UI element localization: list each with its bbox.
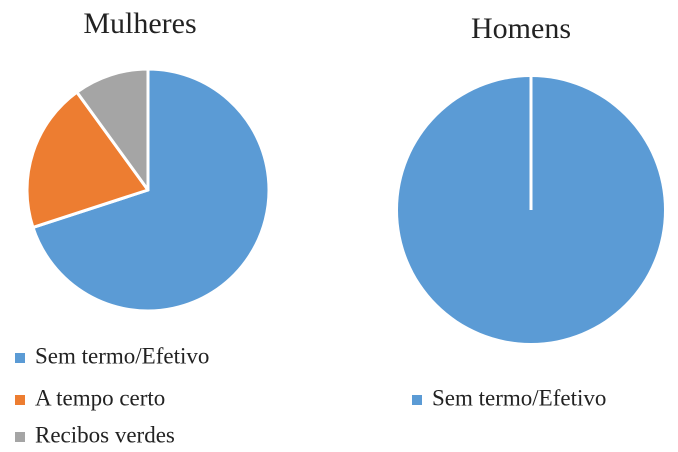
legend-swatch: [15, 353, 25, 363]
pie-slice: [75, 67, 150, 192]
pie-slice: [31, 67, 271, 313]
legend-swatch: [412, 395, 422, 405]
chart-title: Homens: [471, 12, 571, 45]
chart-title: Mulheres: [83, 7, 196, 40]
legend-label: A tempo certo: [35, 385, 165, 410]
pie-slice: [25, 90, 150, 229]
legend-label: Recibos verdes: [35, 422, 175, 447]
legend-swatch: [15, 395, 25, 405]
legend-swatch: [15, 432, 25, 442]
legend-label: Sem termo/Efetivo: [432, 385, 606, 410]
legend-label: Sem termo/Efetivo: [35, 343, 209, 368]
